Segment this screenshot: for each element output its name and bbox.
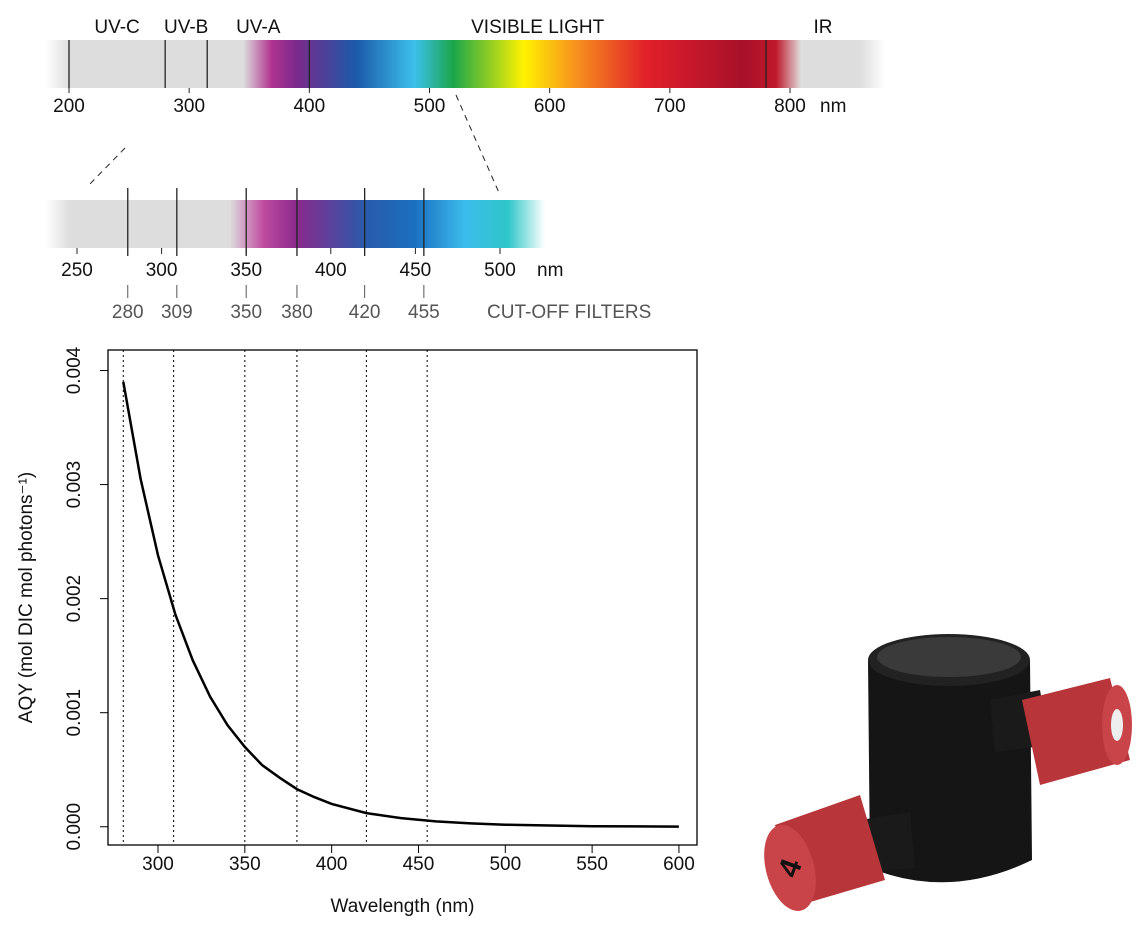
x-tick-label: 600 — [663, 854, 695, 875]
tick-label: 400 — [293, 96, 325, 117]
x-tick-label: 500 — [489, 854, 521, 875]
tick-label: 350 — [230, 260, 262, 281]
spectrum-bar — [45, 40, 885, 88]
tick-label: 800 — [774, 96, 806, 117]
tick-label: 500 — [484, 260, 516, 281]
x-tick-label: 400 — [316, 854, 348, 875]
y-tick-label: 0.000 — [64, 803, 85, 851]
tick-label: 200 — [53, 96, 85, 117]
tick-label: 400 — [315, 260, 347, 281]
filter-label: 350 — [230, 302, 262, 323]
band-label: IR — [813, 17, 832, 38]
band-label: UV-A — [236, 17, 281, 38]
filter-title: CUT-OFF FILTERS — [487, 302, 651, 323]
y-tick-label: 0.002 — [64, 575, 85, 623]
aqy-curve — [122, 381, 679, 828]
y-tick-label: 0.004 — [64, 346, 85, 394]
tick-label: 300 — [173, 96, 205, 117]
filter-label: 380 — [281, 302, 313, 323]
tick-label: 700 — [654, 96, 686, 117]
filter-label: 420 — [349, 302, 381, 323]
band-label: VISIBLE LIGHT — [471, 17, 604, 38]
photo — [764, 634, 1132, 911]
x-tick-label: 550 — [576, 854, 608, 875]
y-axis-label: AQY (mol DIC mol photons⁻¹) — [16, 472, 37, 723]
filter-label: 280 — [112, 302, 144, 323]
tick-label: 250 — [61, 260, 93, 281]
zoom-guide — [455, 94, 501, 196]
x-axis-label: Wavelength (nm) — [331, 896, 475, 917]
tick-label: 500 — [414, 96, 446, 117]
band-label: UV-B — [164, 17, 208, 38]
plot-frame — [107, 349, 698, 846]
x-tick-label: 450 — [403, 854, 435, 875]
tick-label: 600 — [534, 96, 566, 117]
zoom-guide — [87, 147, 126, 187]
y-tick-label: 0.003 — [64, 461, 85, 509]
filter-label: 309 — [161, 302, 193, 323]
tick-label: 300 — [146, 260, 178, 281]
filter-label: 455 — [408, 302, 440, 323]
tick-label: 450 — [400, 260, 432, 281]
x-tick-label: 300 — [142, 854, 174, 875]
y-tick-label: 0.001 — [64, 689, 85, 737]
unit-label: nm — [820, 96, 846, 117]
zoom-bar — [45, 200, 545, 248]
band-label: UV-C — [94, 17, 139, 38]
x-tick-label: 350 — [229, 854, 261, 875]
unit-label: nm — [537, 260, 563, 281]
